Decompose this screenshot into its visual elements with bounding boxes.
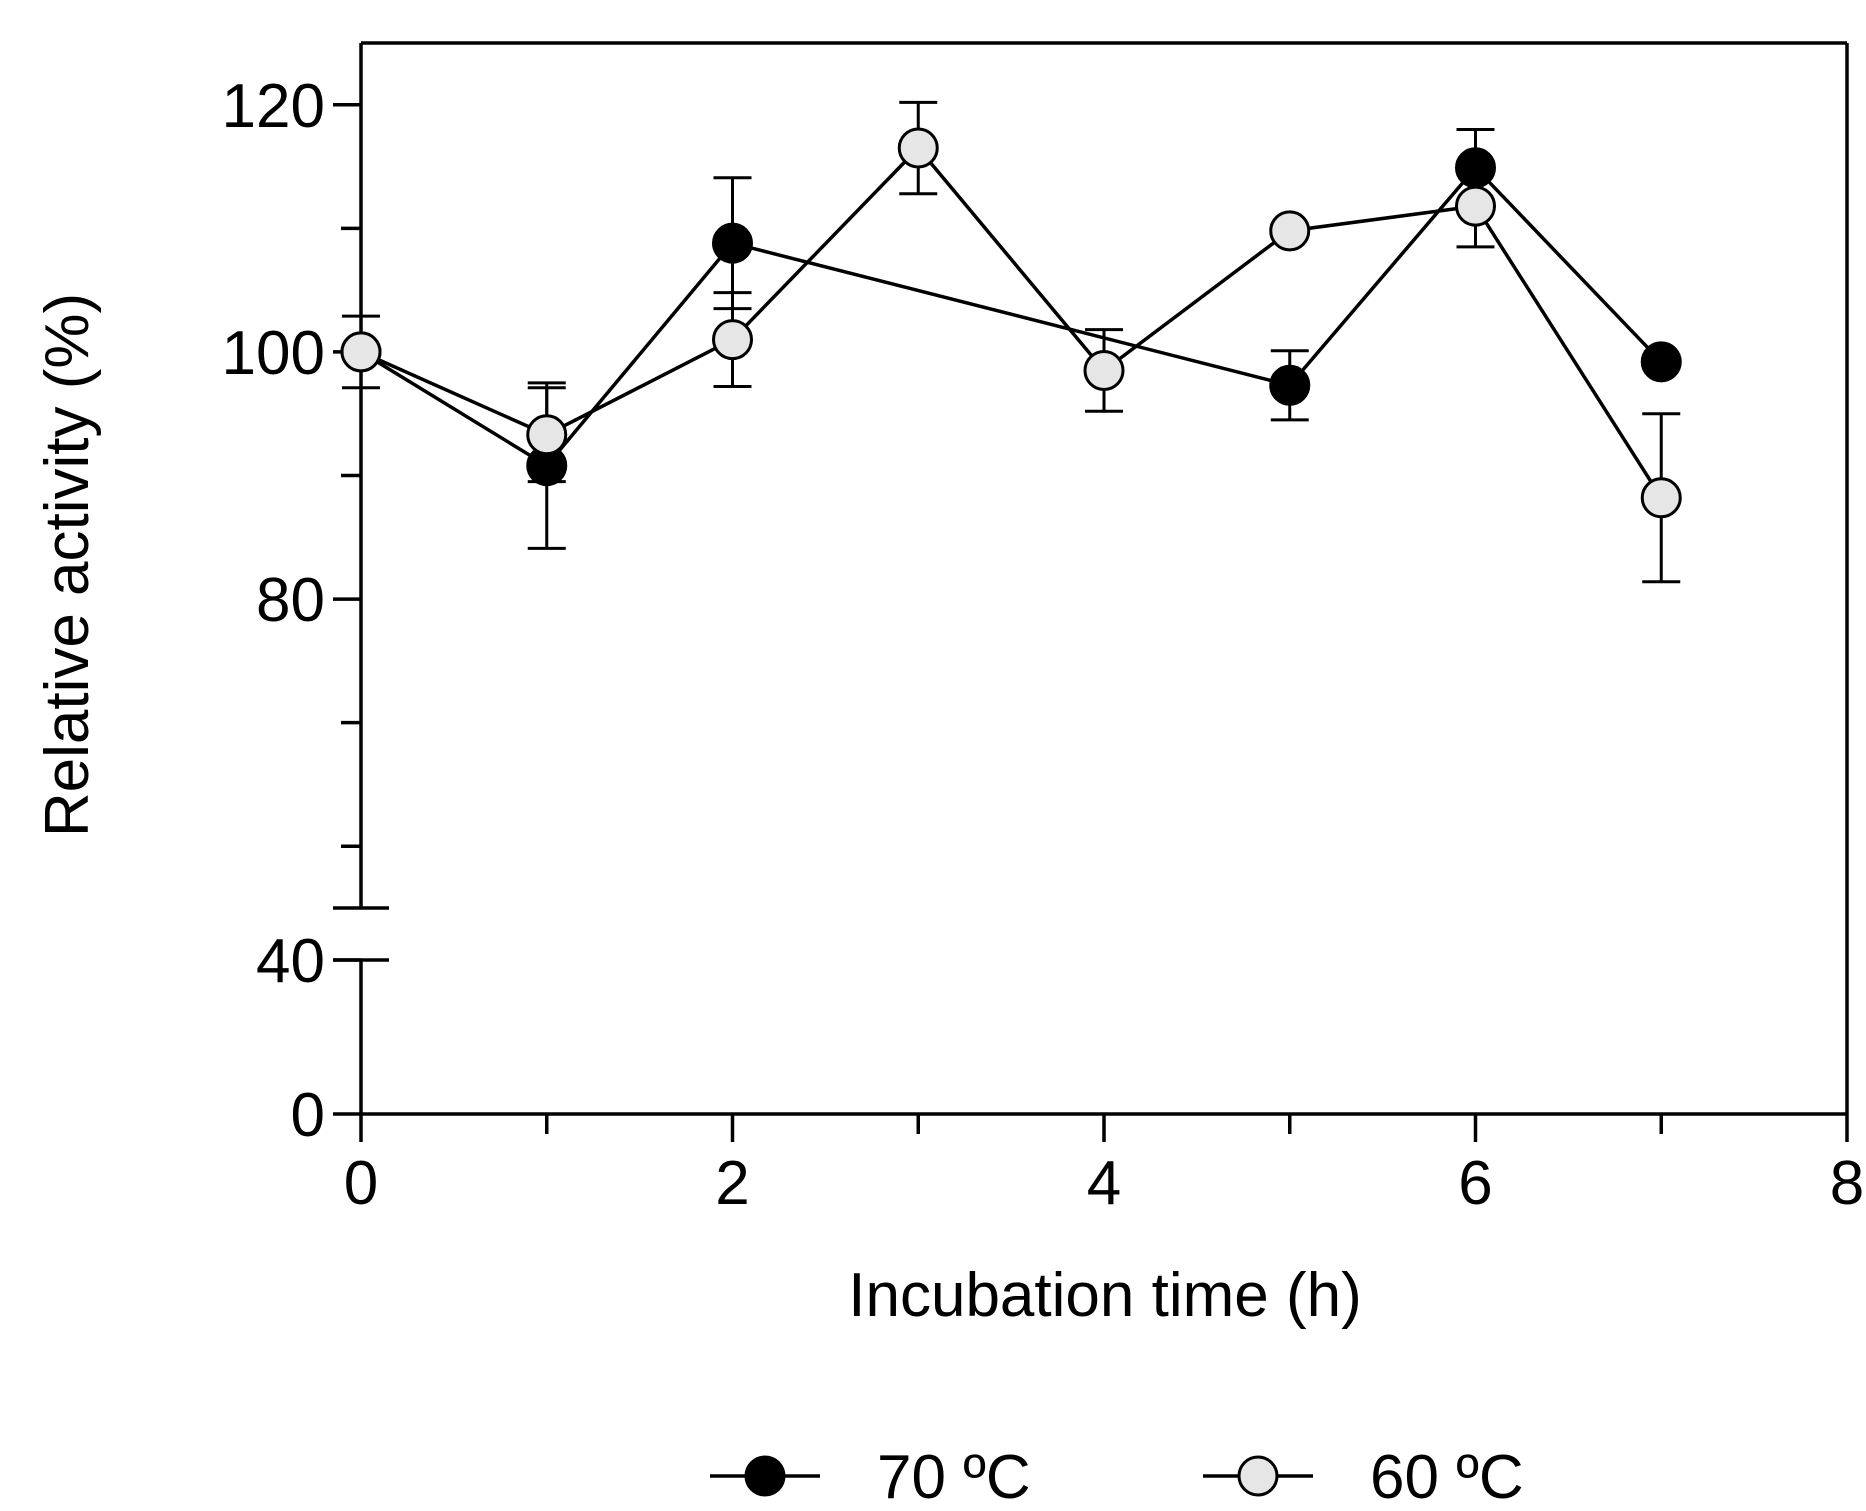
- y-tick-label: 40: [256, 927, 325, 996]
- legend-label: 70 ºC: [877, 1443, 1031, 1511]
- legend-label: 60 ºC: [1370, 1443, 1524, 1511]
- y-axis-title: Relative activity (%): [33, 293, 102, 837]
- data-point: [1640, 341, 1682, 383]
- x-tick-label: 8: [1830, 1149, 1864, 1218]
- legend-marker: [744, 1455, 786, 1497]
- y-axis: 0 40 80 100 120: [222, 72, 361, 1150]
- x-tick-label: 2: [715, 1149, 749, 1218]
- series-60c: [340, 100, 1682, 584]
- data-point: [712, 222, 753, 264]
- data-point: [1640, 477, 1682, 519]
- data-point: [340, 331, 382, 373]
- data-point: [1269, 210, 1311, 252]
- y-tick-label: 120: [222, 72, 325, 141]
- data-point: [1083, 349, 1125, 391]
- x-tick-label: 0: [344, 1149, 378, 1218]
- data-point: [897, 127, 939, 169]
- legend-marker: [1237, 1455, 1279, 1497]
- x-axis: 0 2 4 6 8: [344, 1114, 1864, 1218]
- series-line: [360, 165, 1663, 468]
- legend-item-70c: 70 ºC: [710, 1443, 1031, 1511]
- data-point: [1455, 185, 1496, 227]
- legend: 70 ºC 60 ºC: [710, 1443, 1524, 1511]
- x-tick-label: 4: [1087, 1149, 1121, 1218]
- x-tick-label: 6: [1458, 1149, 1492, 1218]
- data-point: [712, 319, 753, 361]
- x-axis-title: Incubation time (h): [848, 1261, 1361, 1330]
- series-layer: [340, 100, 1682, 584]
- data-point: [526, 414, 568, 456]
- y-tick-label: 100: [222, 319, 325, 388]
- y-tick-label: 80: [256, 566, 325, 635]
- plot-frame: [333, 41, 1849, 1116]
- data-point: [1269, 364, 1311, 406]
- series-line: [360, 145, 1663, 499]
- y-tick-label: 0: [291, 1081, 325, 1150]
- legend-item-60c: 60 ºC: [1203, 1443, 1524, 1511]
